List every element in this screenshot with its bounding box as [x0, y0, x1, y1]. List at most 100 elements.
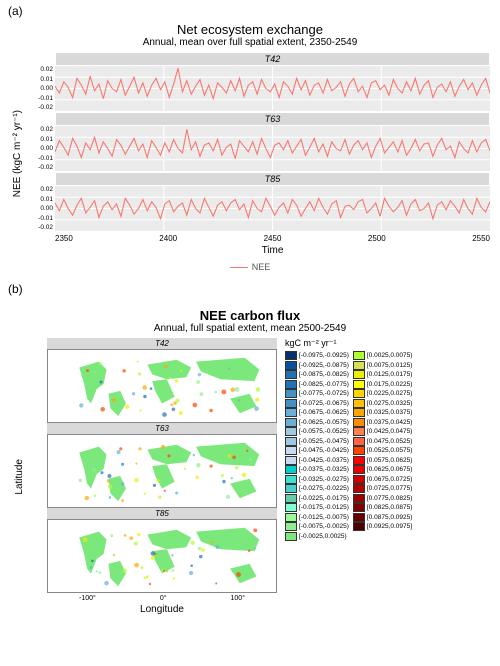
map-plot: 50°0°-50° — [47, 434, 277, 508]
swatch-icon — [285, 408, 297, 417]
swatch-icon — [353, 503, 365, 512]
x-label: Time — [55, 245, 490, 256]
colorbar-label: [-0.0975,-0.0925) — [299, 352, 349, 359]
swatch-icon — [353, 446, 365, 455]
colorbar-entry: [0.0875,0.0925) — [353, 513, 413, 523]
colorbar-label: [0.0425,0.0475) — [367, 428, 413, 435]
legend-line-icon — [230, 267, 248, 268]
colorbar-label: [-0.0375,-0.0325) — [299, 466, 349, 473]
colorbar-entry: [0.0075,0.0125) — [353, 361, 413, 371]
panel-a: Net ecosystem exchange Annual, mean over… — [0, 22, 500, 272]
colorbar-entry: [-0.0075,-0.0025) — [285, 522, 349, 532]
colorbar-label: [-0.0175,-0.0125) — [299, 504, 349, 511]
colorbar-label: [0.0225,0.0275) — [367, 390, 413, 397]
swatch-icon — [285, 370, 297, 379]
swatch-icon — [285, 456, 297, 465]
swatch-icon — [353, 351, 365, 360]
colorbar-entry: [0.0475,0.0525) — [353, 437, 413, 447]
swatch-icon — [353, 380, 365, 389]
colorbar-label: [0.0275,0.0325) — [367, 400, 413, 407]
swatch-icon — [285, 399, 297, 408]
colorbar-label: [0.0025,0.0075) — [367, 352, 413, 359]
map-x-axis: -100°0°100° — [47, 593, 277, 602]
colorbar-label: [0.0325,0.0375) — [367, 409, 413, 416]
colorbar-entry: [-0.0125,-0.0075) — [285, 513, 349, 523]
colorbar-label: [0.0525,0.0575) — [367, 447, 413, 454]
swatch-icon — [353, 418, 365, 427]
colorbar-entry: [0.0675,0.0725) — [353, 475, 413, 485]
colorbar-entry: [0.0225,0.0275) — [353, 389, 413, 399]
colorbar-entry: [0.0575,0.0625) — [353, 456, 413, 466]
colorbar-entry: [-0.0275,-0.0225) — [285, 484, 349, 494]
colorbar-entry: [-0.0575,-0.0525) — [285, 427, 349, 437]
facet-plot: 0.020.010.00-0.01-0.02 — [55, 66, 490, 112]
colorbar-entry: [-0.0875,-0.0825) — [285, 370, 349, 380]
colorbar-label: [0.0925,0.0975] — [367, 523, 412, 530]
colorbar-label: [-0.0525,-0.0475) — [299, 438, 349, 445]
swatch-icon — [285, 361, 297, 370]
panel-a-facets: T420.020.010.00-0.01-0.02T630.020.010.00… — [55, 52, 490, 256]
colorbar-entry: [-0.0425,-0.0375) — [285, 456, 349, 466]
map-x-label: Longitude — [47, 604, 277, 615]
colorbar-entry: [-0.0975,-0.0925) — [285, 351, 349, 361]
colorbar-label: [-0.0925,-0.0875) — [299, 362, 349, 369]
colorbar-entry: [-0.0025,0.0025) — [285, 532, 349, 542]
colorbar-label: [-0.0325,-0.0275) — [299, 476, 349, 483]
map-plot: 50°0°-50° — [47, 349, 277, 423]
colorbar-entry: [-0.0375,-0.0325) — [285, 465, 349, 475]
swatch-icon — [353, 361, 365, 370]
colorbar-entry: [-0.0925,-0.0875) — [285, 361, 349, 371]
panel-a-label: (a) — [0, 0, 500, 22]
colorbar-label: [-0.0475,-0.0425) — [299, 447, 349, 454]
colorbar-entry: [-0.0325,-0.0275) — [285, 475, 349, 485]
swatch-icon — [285, 437, 297, 446]
colorbar-label: [-0.0025,0.0025) — [299, 533, 347, 540]
colorbar-label: [0.0625,0.0675) — [367, 466, 413, 473]
swatch-icon — [285, 380, 297, 389]
panel-b-title: NEE carbon flux — [10, 308, 490, 323]
panel-a-legend: NEE — [10, 262, 490, 272]
colorbar-label: [0.0475,0.0525) — [367, 438, 413, 445]
colorbar-label: [-0.0075,-0.0025) — [299, 523, 349, 530]
swatch-icon — [353, 427, 365, 436]
colorbar-label: [0.0375,0.0425) — [367, 419, 413, 426]
maps-column: T4250°0°-50°T6350°0°-50°T8550°0°-50°-100… — [47, 338, 277, 615]
colorbar-label: [-0.0575,-0.0525) — [299, 428, 349, 435]
colorbar-title: kgC m⁻² yr⁻¹ — [285, 338, 412, 349]
colorbar-entry: [-0.0675,-0.0625) — [285, 408, 349, 418]
panel-b: NEE carbon flux Annual, full spatial ext… — [0, 308, 500, 615]
colorbar-entry: [-0.0525,-0.0475) — [285, 437, 349, 447]
swatch-icon — [285, 418, 297, 427]
swatch-icon — [353, 484, 365, 493]
colorbar: kgC m⁻² yr⁻¹ [-0.0975,-0.0925) [-0.0925,-… — [285, 338, 412, 541]
colorbar-entry: [0.0325,0.0375) — [353, 408, 413, 418]
swatch-icon — [353, 370, 365, 379]
colorbar-label: [0.0575,0.0625) — [367, 457, 413, 464]
colorbar-label: [-0.0425,-0.0375) — [299, 457, 349, 464]
map-strip: T85 — [47, 508, 277, 519]
swatch-icon — [285, 446, 297, 455]
colorbar-entry: [-0.0825,-0.0775) — [285, 380, 349, 390]
colorbar-column: [-0.0975,-0.0925)[-0.0925,-0.0875)[-0.08… — [285, 351, 349, 541]
swatch-icon — [353, 389, 365, 398]
colorbar-label: [-0.0275,-0.0225) — [299, 485, 349, 492]
facet-strip: T85 — [55, 172, 490, 186]
colorbar-label: [0.0175,0.0225) — [367, 381, 413, 388]
colorbar-entry: [0.0375,0.0425) — [353, 418, 413, 428]
colorbar-entry: [0.0025,0.0075) — [353, 351, 413, 361]
swatch-icon — [285, 351, 297, 360]
swatch-icon — [353, 456, 365, 465]
swatch-icon — [353, 399, 365, 408]
colorbar-entry: [0.0175,0.0225) — [353, 380, 413, 390]
colorbar-label: [-0.0225,-0.0175) — [299, 495, 349, 502]
swatch-icon — [353, 437, 365, 446]
colorbar-entry: [-0.0175,-0.0125) — [285, 503, 349, 513]
colorbar-entry: [0.0825,0.0875) — [353, 503, 413, 513]
colorbar-label: [0.0675,0.0725) — [367, 476, 413, 483]
colorbar-entry: [-0.0625,-0.0575) — [285, 418, 349, 428]
colorbar-entry: [0.0725,0.0775) — [353, 484, 413, 494]
colorbar-entry: [0.0525,0.0575) — [353, 446, 413, 456]
map-plot: 50°0°-50° — [47, 519, 277, 593]
colorbar-label: [-0.0775,-0.0725) — [299, 390, 349, 397]
colorbar-label: [-0.0725,-0.0675) — [299, 400, 349, 407]
